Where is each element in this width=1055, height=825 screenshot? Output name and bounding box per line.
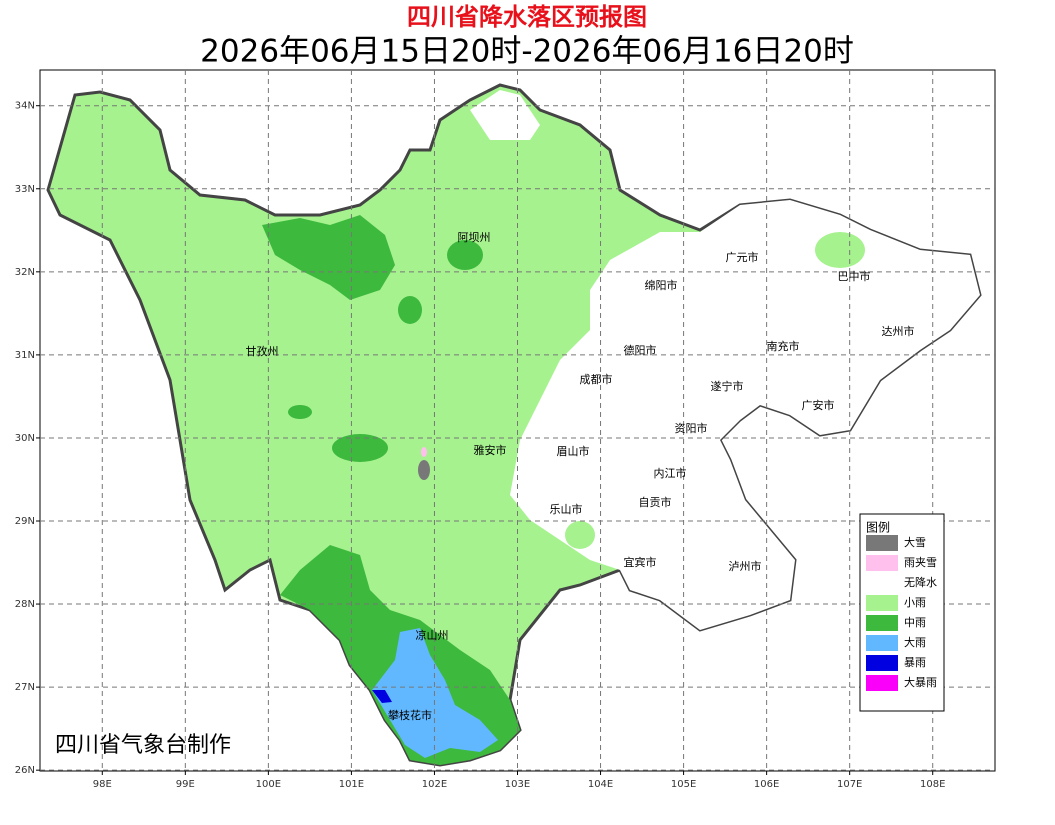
moderate-rain-patch (447, 240, 483, 270)
title: 四川省降水落区预报图 (407, 3, 647, 31)
x-tick-label: 106E (754, 779, 779, 790)
y-tick-label: 28N (15, 599, 35, 610)
y-tick-label: 30N (15, 433, 35, 444)
city-label: 广安市 (802, 398, 835, 412)
y-tick-label: 29N (15, 516, 35, 527)
city-label: 成都市 (580, 372, 613, 386)
moderate-rain-patch (332, 434, 388, 462)
city-label: 自贡市 (639, 495, 672, 509)
legend-swatch (866, 615, 898, 631)
precip-areas (46, 83, 982, 767)
x-tick-label: 104E (588, 779, 613, 790)
legend-swatch (866, 535, 898, 551)
x-tick-label: 98E (93, 779, 112, 790)
y-tick-label: 31N (15, 350, 35, 361)
city-label: 凉山州 (416, 628, 449, 642)
city-label: 甘孜州 (246, 344, 279, 358)
x-tick-label: 105E (671, 779, 696, 790)
legend-title: 图例 (866, 521, 890, 535)
city-label: 巴中市 (838, 269, 871, 283)
city-label: 宜宾市 (624, 555, 657, 569)
graticule: 98E 99E 100E 101E 102E 103E 104E 105E 106E 107E 10… (15, 70, 995, 790)
legend-swatch (866, 575, 898, 591)
legend-label: 暴雨 (904, 656, 926, 669)
x-tick-label: 102E (422, 779, 447, 790)
legend-label: 中雨 (904, 616, 926, 629)
city-label: 达州市 (882, 324, 915, 338)
x-tick-label: 100E (256, 779, 281, 790)
legend-label: 无降水 (904, 575, 937, 589)
city-label: 泸州市 (729, 559, 762, 573)
moderate-rain-patch (288, 405, 312, 419)
city-label: 南充市 (767, 339, 800, 353)
light-rain-patch (565, 521, 595, 549)
x-tick-label: 103E (505, 779, 530, 790)
subtitle: 2026年06月15日20时-2026年06月16日20时 (200, 34, 854, 70)
no-rain-area (510, 200, 980, 630)
city-label: 绵阳市 (645, 278, 678, 292)
x-tick-label: 107E (837, 779, 862, 790)
sleet-patch (421, 447, 427, 457)
y-tick-label: 27N (15, 682, 35, 693)
rainstorm-area (372, 690, 392, 703)
city-label: 德阳市 (624, 343, 657, 357)
legend-swatch (866, 595, 898, 611)
legend-label: 小雨 (904, 596, 926, 609)
credit: 四川省气象台制作 (55, 733, 231, 758)
city-label: 遂宁市 (711, 379, 744, 393)
y-tick-label: 33N (15, 184, 35, 195)
legend-swatch (866, 635, 898, 651)
city-label: 眉山市 (557, 444, 590, 458)
heavy-rain-area (372, 628, 498, 758)
legend-swatch (866, 675, 898, 691)
city-label: 乐山市 (550, 502, 583, 516)
legend-swatch (866, 555, 898, 571)
legend-label: 雨夹雪 (904, 556, 937, 569)
city-label: 雅安市 (474, 443, 507, 457)
y-tick-label: 32N (15, 267, 35, 278)
moderate-rain-area (262, 215, 395, 300)
city-label: 攀枝花市 (388, 708, 432, 722)
light-rain-patch (815, 232, 865, 268)
x-tick-label: 108E (920, 779, 945, 790)
snow-patch (418, 460, 430, 480)
legend-label: 大雨 (904, 635, 926, 649)
x-tick-label: 101E (339, 779, 364, 790)
legend-swatch (866, 655, 898, 671)
legend-label: 大暴雨 (904, 675, 937, 689)
city-label: 广元市 (726, 250, 759, 264)
moderate-rain-patch (398, 296, 422, 324)
no-rain-area (470, 90, 540, 140)
city-label: 内江市 (654, 466, 687, 480)
city-label: 资阳市 (675, 421, 708, 435)
x-tick-label: 99E (176, 779, 195, 790)
legend-label: 大雪 (904, 535, 926, 549)
city-label: 阿坝州 (458, 230, 491, 244)
y-tick-label: 26N (15, 765, 35, 776)
y-tick-label: 34N (15, 101, 35, 112)
